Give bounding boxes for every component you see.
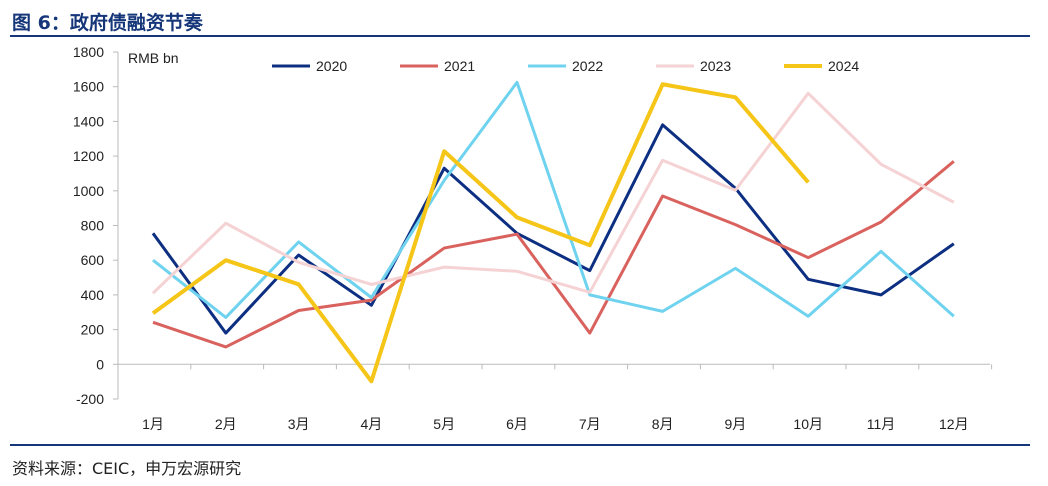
legend-label-2022: 2022 xyxy=(572,58,603,74)
y-axis-unit-label: RMB bn xyxy=(128,50,179,66)
y-tick-label: -200 xyxy=(76,391,104,407)
series-line-2020 xyxy=(151,123,955,335)
x-tick-label: 12月 xyxy=(939,416,969,432)
x-tick-label: 7月 xyxy=(579,416,601,432)
top-rule xyxy=(10,35,1030,37)
x-tick-label: 1月 xyxy=(142,416,164,432)
bottom-rule xyxy=(10,444,1030,446)
series-line-2021 xyxy=(152,160,955,349)
y-tick-label: 200 xyxy=(81,322,105,338)
y-tick-label: 1000 xyxy=(73,183,104,199)
y-tick-label: 1200 xyxy=(73,148,104,164)
series-line-2024 xyxy=(151,82,810,384)
figure-title: 图 6：政府债融资节奏 xyxy=(12,12,203,34)
legend-label-2020: 2020 xyxy=(316,58,347,74)
y-tick-label: 1400 xyxy=(73,113,104,129)
y-tick-label: 1600 xyxy=(73,79,104,95)
source-note: 资料来源：CEIC，申万宏源研究 xyxy=(12,459,242,478)
series-line-2023 xyxy=(151,91,955,295)
y-tick-label: 1800 xyxy=(73,44,104,60)
x-tick-label: 10月 xyxy=(793,416,823,432)
x-tick-label: 9月 xyxy=(725,416,747,432)
legend-label-2024: 2024 xyxy=(828,58,859,74)
y-tick-label: 600 xyxy=(81,252,105,268)
legend-label-2021: 2021 xyxy=(444,58,475,74)
y-tick-label: 0 xyxy=(96,356,104,372)
x-tick-label: 11月 xyxy=(867,416,896,432)
x-tick-label: 4月 xyxy=(361,416,383,432)
x-tick-label: 8月 xyxy=(652,416,674,432)
x-tick-label: 6月 xyxy=(506,416,528,432)
legend-label-2023: 2023 xyxy=(700,58,731,74)
x-tick-label: 2月 xyxy=(215,416,237,432)
y-tick-label: 800 xyxy=(81,218,105,234)
x-tick-label: 3月 xyxy=(288,416,310,432)
y-tick-label: 400 xyxy=(81,287,105,303)
x-tick-label: 5月 xyxy=(433,416,455,432)
